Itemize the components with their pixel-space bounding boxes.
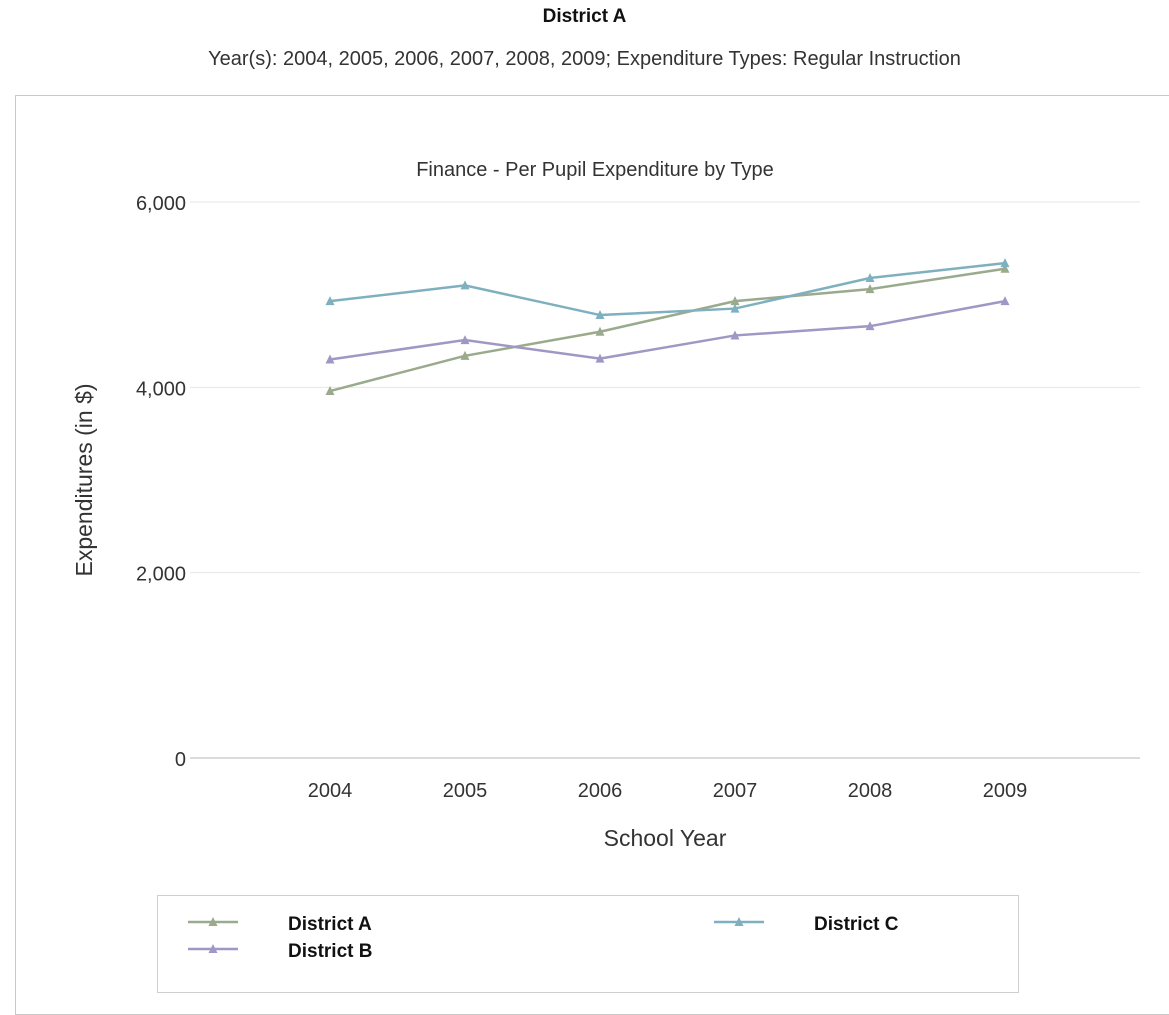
- legend-swatch: [188, 944, 238, 953]
- x-axis-label: School Year: [604, 825, 727, 851]
- series-line: [329, 261, 1006, 317]
- x-tick-label: 2005: [443, 780, 488, 802]
- data-point: [865, 272, 875, 282]
- x-tick-label: 2008: [848, 780, 893, 802]
- filter-summary: Year(s): 2004, 2005, 2006, 2007, 2008, 2…: [208, 48, 961, 70]
- y-tick-label: 2,000: [136, 564, 186, 586]
- series-line: [329, 267, 1006, 393]
- data-point: [730, 296, 740, 306]
- data-point: [865, 284, 875, 294]
- data-point: [730, 330, 740, 340]
- data-point: [1000, 296, 1010, 306]
- legend-label: District B: [288, 941, 373, 962]
- x-axis-ticks: 2004 2005 2006 2007 2008 2009: [308, 780, 1028, 802]
- y-axis-ticks: 0 2,000 4,000 6,000: [136, 193, 186, 771]
- x-tick-label: 2009: [983, 780, 1028, 802]
- x-tick-label: 2004: [308, 780, 353, 802]
- data-point: [460, 335, 470, 345]
- chart-title: Finance - Per Pupil Expenditure by Type: [416, 159, 774, 181]
- y-tick-label: 4,000: [136, 378, 186, 400]
- legend-label: District A: [288, 914, 372, 935]
- data-point: [730, 303, 740, 313]
- page-title: District A: [542, 6, 627, 27]
- series-line: [329, 299, 1006, 361]
- y-tick-label: 0: [175, 749, 186, 771]
- legend-label: District C: [814, 914, 899, 935]
- series-lines: [325, 258, 1010, 396]
- y-tick-label: 6,000: [136, 193, 186, 215]
- gridlines: [190, 201, 1140, 759]
- y-axis-label: Expenditures (in $): [71, 383, 97, 576]
- chart-legend: District A District B District C: [157, 895, 1019, 993]
- x-tick-label: 2007: [713, 780, 758, 802]
- data-point: [1000, 263, 1010, 273]
- data-point: [595, 353, 605, 363]
- legend-swatch: [188, 917, 238, 926]
- data-point: [325, 386, 335, 396]
- data-point: [460, 280, 470, 290]
- data-point: [460, 350, 470, 360]
- legend-swatch: [714, 917, 764, 926]
- data-point: [595, 326, 605, 336]
- x-tick-label: 2006: [578, 780, 623, 802]
- data-point: [865, 321, 875, 331]
- data-point: [1000, 258, 1010, 268]
- data-point: [325, 354, 335, 364]
- data-point: [325, 296, 335, 306]
- data-point: [595, 310, 605, 320]
